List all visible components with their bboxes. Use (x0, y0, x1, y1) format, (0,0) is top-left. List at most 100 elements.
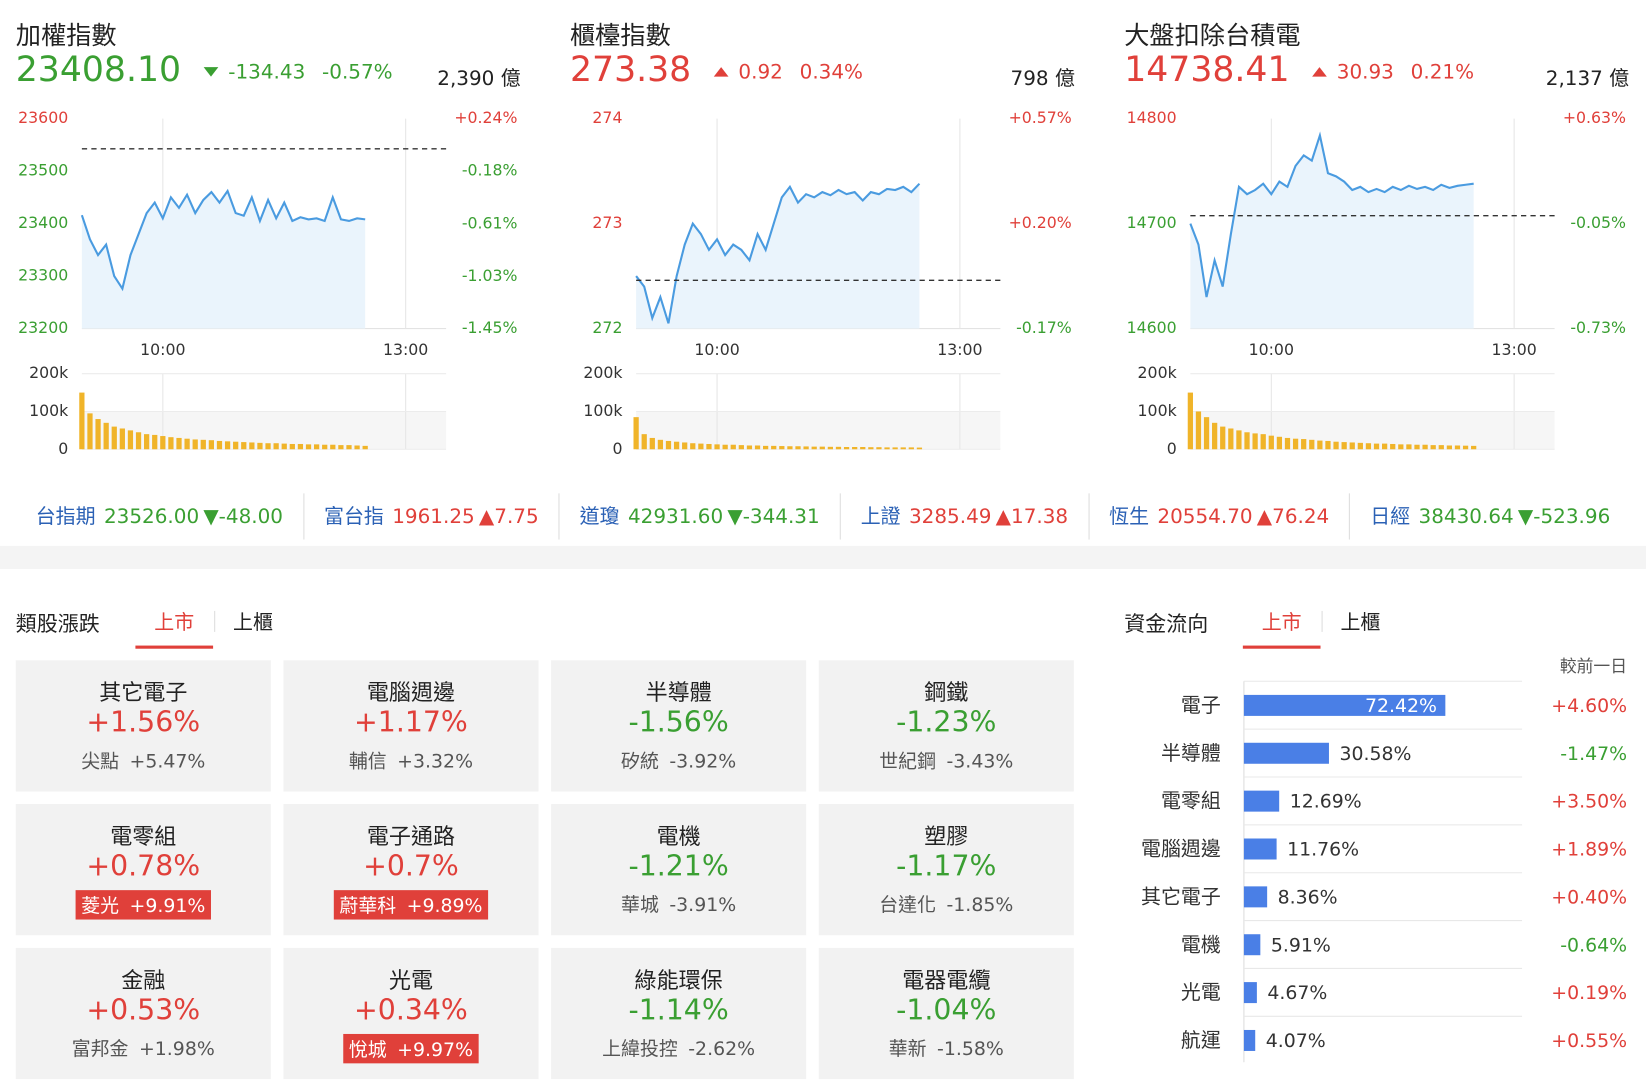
tab[interactable]: 上櫃 (233, 610, 273, 635)
ticker-value: 42931.60 (627, 504, 724, 528)
tab[interactable]: 上市 (1261, 610, 1302, 635)
sector-pct: +0.34% (354, 994, 468, 1027)
leader-box: 尖點 +5.47% (81, 751, 205, 773)
tab[interactable]: 上櫃 (1340, 610, 1381, 635)
sector-card[interactable]: 電零組 +0.78% 菱光 +9.91% (15, 804, 271, 936)
ticker-value: 38430.64 (1418, 504, 1514, 528)
sector-card[interactable]: 塑膠 -1.17% 台達化 -1.85% (818, 804, 1074, 936)
price-area (81, 191, 366, 329)
ticker-item[interactable]: 上證 3285.49 ▲17.38 (839, 493, 1088, 540)
volume-bar (1373, 443, 1380, 450)
sector-card[interactable]: 半導體 -1.56% 矽統 -3.92% (551, 660, 807, 792)
section-title: 類股漲跌 (15, 610, 100, 637)
volume-bar (1471, 445, 1477, 450)
ticker-item[interactable]: 富台指 1961.25 ▲7.75 (302, 493, 559, 540)
category-label: 光電 (1181, 980, 1221, 1004)
sector-name: 電機 (656, 824, 701, 850)
volume-bar (900, 447, 906, 450)
index-change: 30.93 (1336, 60, 1394, 84)
volume-bar (281, 443, 287, 450)
section-divider (0, 545, 1646, 569)
ticker-value: 3285.49 (908, 504, 992, 528)
sector-card[interactable]: 電機 -1.21% 華城 -3.91% (551, 804, 807, 936)
sector-card[interactable]: 鋼鐵 -1.23% 世紀鋼 -3.43% (818, 660, 1074, 792)
sector-card[interactable]: 光電 +0.34% 悅城 +9.97% (283, 947, 539, 1080)
index-name: 加權指數 (15, 20, 117, 51)
volume-bar (690, 443, 696, 450)
volume-bar (795, 446, 801, 450)
volume-bar (649, 437, 655, 450)
volume-bar (1438, 445, 1444, 450)
leader-pct: -3.92% (669, 750, 737, 773)
volume-bar (111, 426, 117, 450)
volume-bar (79, 392, 85, 450)
y2-tick-label: -1.03% (462, 266, 518, 285)
ticker-name: 台指期 (35, 504, 96, 528)
value-label: 8.36% (1278, 886, 1338, 908)
tab[interactable]: 上市 (154, 610, 195, 635)
tab-separator (1321, 610, 1323, 632)
volume-bar (305, 444, 312, 450)
volume-band (81, 411, 447, 450)
category-label: 電零組 (1161, 789, 1221, 813)
volume-bar (771, 445, 777, 450)
ticker-value: 1961.25 (392, 504, 475, 528)
sector-card[interactable]: 其它電子 +1.56% 尖點 +5.47% (15, 660, 271, 792)
y-tick-label: 272 (592, 318, 622, 337)
index-change: -134.43 (228, 60, 306, 84)
flow-bar (1243, 982, 1257, 1004)
flow-bar (1243, 742, 1329, 764)
tab-underline (135, 645, 214, 649)
ticker-item[interactable]: 日經 38430.64 ▼-523.96 (1349, 493, 1630, 540)
sector-card[interactable]: 電器電纜 -1.04% 華新 -1.58% (818, 947, 1074, 1080)
ticker-item[interactable]: 台指期 23526.00 ▼-48.00 (16, 493, 303, 539)
y-tick-label: 14700 (1127, 213, 1177, 232)
volume-bar (763, 445, 769, 450)
volume-bar (330, 444, 336, 450)
ticker-name: 恆生 (1109, 504, 1150, 528)
y-tick-label: 23200 (18, 318, 68, 337)
ticker-item[interactable]: 恆生 20554.70 ▲76.24 (1088, 493, 1349, 540)
volume-bar (738, 445, 744, 450)
sector-name: 電器電纜 (902, 967, 991, 994)
volume-bar (289, 443, 295, 450)
sector-name: 鋼鐵 (924, 680, 969, 706)
flow-bar (1243, 1029, 1256, 1051)
index-price: 14738.41 (1124, 48, 1290, 90)
volume-bar (787, 446, 793, 450)
flow-bar (1243, 886, 1268, 908)
change-label: +0.55% (1551, 1030, 1627, 1052)
volume-bar (184, 438, 190, 450)
volume-bar (1292, 438, 1299, 450)
volume-bar (346, 445, 352, 450)
leader-name: 尖點 (81, 750, 119, 773)
sector-pct: +0.7% (363, 850, 459, 883)
leader-name: 華新 (888, 1038, 927, 1061)
sector-card[interactable]: 電子通路 +0.7% 蔚華科 +9.89% (283, 804, 539, 936)
leader-box: 矽統 -3.92% (621, 751, 736, 773)
sector-pct: +1.56% (86, 706, 201, 739)
volume-band (636, 411, 1001, 450)
index-pct: -0.57% (322, 60, 393, 84)
sector-pct: -1.17% (896, 850, 997, 883)
sector-card[interactable]: 金融 +0.53% 富邦金 +1.98% (15, 947, 271, 1080)
ticker-change: ▼-523.96 (1517, 504, 1611, 528)
volume-bar (1260, 434, 1266, 450)
sector-card[interactable]: 電腦週邊 +1.17% 輔信 +3.32% (283, 660, 539, 792)
sector-name: 電子通路 (366, 824, 456, 850)
index-pct: 0.21% (1410, 60, 1475, 84)
y2-tick-label: -0.61% (462, 214, 518, 233)
y-tick-label: 23300 (18, 266, 68, 285)
sector-card[interactable]: 綠能環保 -1.14% 上緯投控 -2.62% (551, 947, 807, 1080)
x-tick-label: 13:00 (1491, 340, 1536, 359)
y2-tick-label: +0.24% (454, 108, 517, 127)
volume-bar (362, 445, 368, 450)
sector-leader: 菱光 +9.91% (16, 890, 271, 920)
volume-bar (354, 445, 360, 450)
volume-bar (827, 446, 834, 450)
ticker-item[interactable]: 道瓊 42931.60 ▼-344.31 (558, 493, 840, 540)
y2-tick-label: -0.17% (1016, 318, 1072, 337)
volume-bar (746, 445, 753, 450)
x-tick-label: 13:00 (937, 340, 982, 359)
